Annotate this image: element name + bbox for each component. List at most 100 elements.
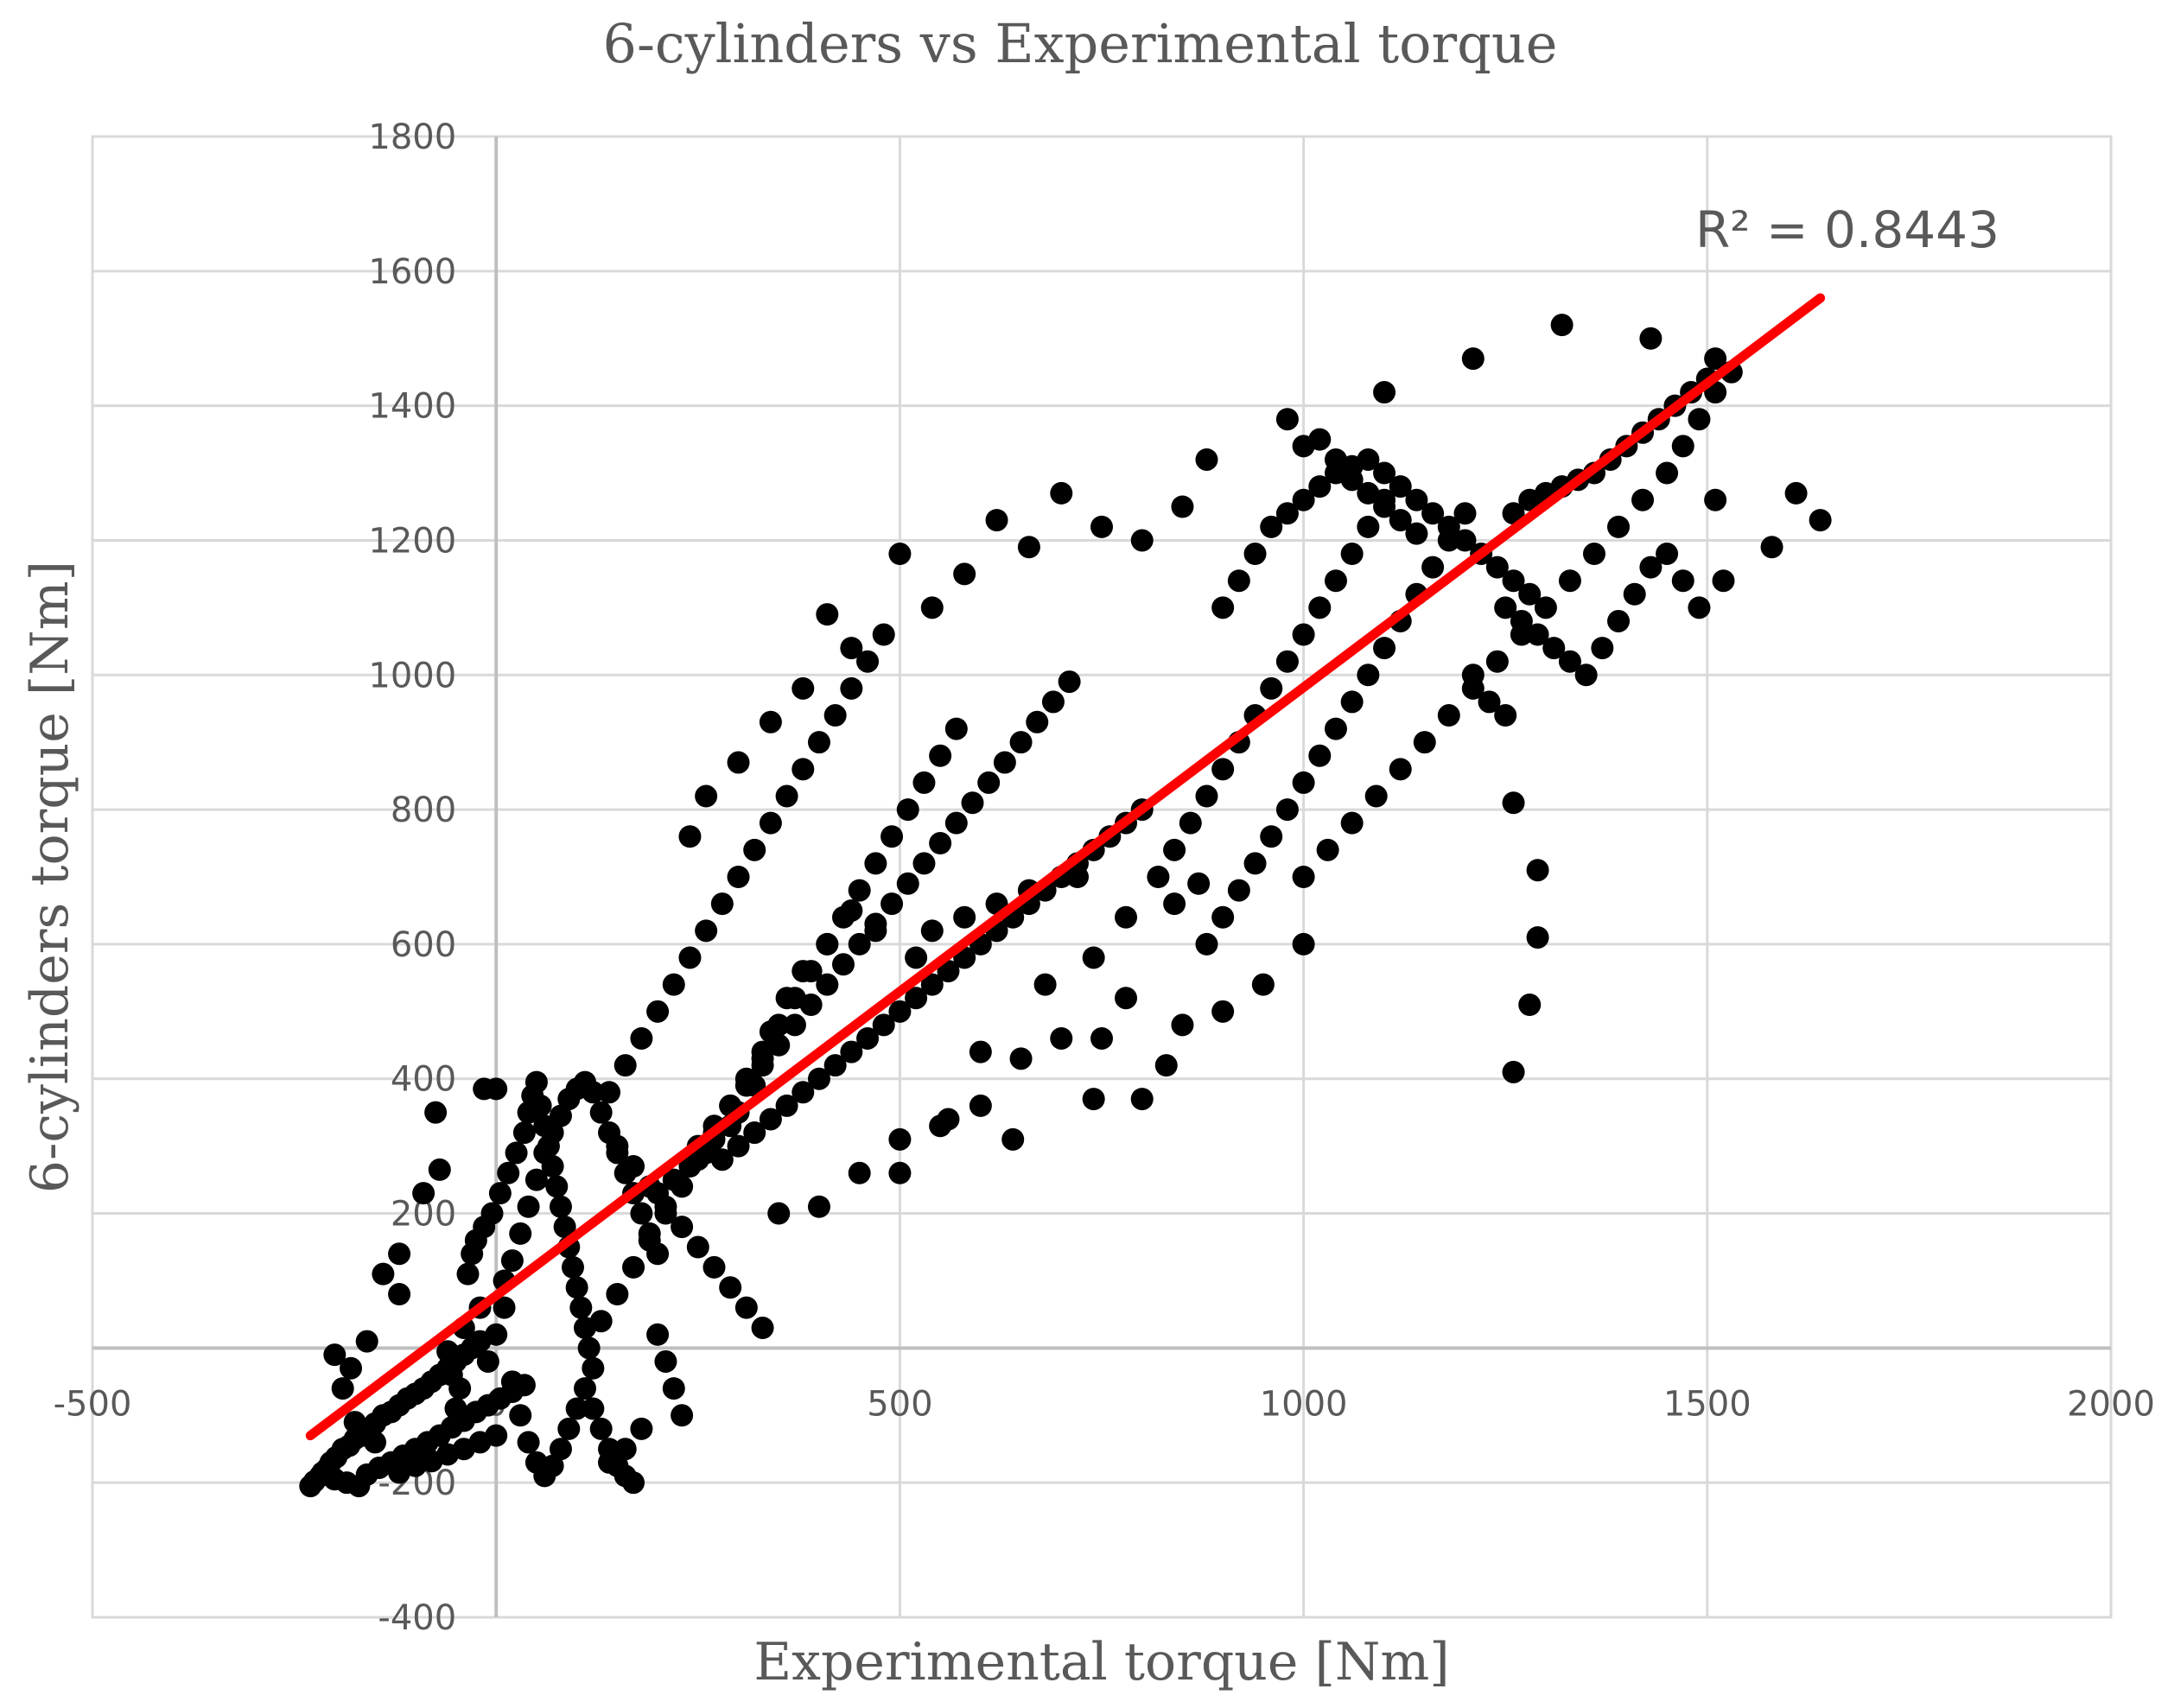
data-point-412 — [1065, 866, 1089, 888]
data-point-128 — [573, 1377, 596, 1400]
data-point-403 — [1082, 1088, 1105, 1111]
data-point-81 — [525, 1070, 548, 1094]
data-point-75 — [488, 1182, 512, 1205]
data-point-292 — [1453, 529, 1477, 552]
data-point-432 — [646, 1182, 670, 1205]
data-point-88 — [553, 1216, 576, 1239]
data-point-350 — [1582, 543, 1605, 566]
data-point-331 — [1357, 664, 1380, 687]
data-point-353 — [1656, 461, 1679, 485]
data-point-206 — [896, 872, 919, 895]
data-point-408 — [1082, 946, 1105, 969]
data-point-173 — [840, 676, 863, 700]
data-point-375 — [1542, 637, 1566, 660]
data-point-422 — [775, 987, 798, 1010]
data-point-127 — [565, 1397, 588, 1420]
data-point-124 — [541, 1454, 564, 1477]
data-point-166 — [727, 866, 750, 888]
trendline — [305, 293, 1826, 1441]
data-point-69 — [343, 1411, 366, 1434]
y-axis-title: 6-cylinders torque [Nm] — [20, 561, 80, 1193]
data-point-282 — [1292, 488, 1315, 511]
data-point-152 — [864, 852, 887, 875]
data-point-346 — [1485, 650, 1509, 673]
data-point-162 — [662, 973, 685, 996]
data-point-55 — [388, 1242, 411, 1266]
data-point-100 — [525, 1168, 548, 1191]
data-point-212 — [993, 751, 1016, 774]
data-point-349 — [1558, 569, 1581, 593]
data-point-77 — [505, 1141, 528, 1165]
data-point-387 — [1494, 704, 1517, 727]
data-point-56 — [412, 1182, 436, 1205]
data-point-250 — [840, 637, 863, 660]
data-point-251 — [888, 543, 912, 566]
data-point-184 — [734, 1296, 758, 1319]
data-point-315 — [1292, 623, 1315, 646]
y-tick-label-0: -400 — [378, 1598, 456, 1638]
data-point-290 — [1421, 502, 1445, 525]
data-point-183 — [719, 1276, 742, 1299]
data-point-244 — [678, 825, 702, 848]
data-point-76 — [497, 1161, 520, 1184]
data-point-275 — [1115, 987, 1138, 1010]
x-tick-label-3: 1000 — [1260, 1384, 1348, 1424]
data-point-171 — [807, 731, 830, 754]
data-point-216 — [1058, 670, 1081, 694]
data-point-126 — [557, 1417, 581, 1440]
data-point-300 — [1324, 448, 1347, 471]
data-point-344 — [1437, 704, 1460, 727]
data-point-372 — [1494, 596, 1517, 619]
data-point-117 — [485, 1323, 508, 1346]
data-point-49 — [485, 1424, 508, 1447]
data-point-54 — [388, 1283, 411, 1306]
data-point-202 — [831, 953, 855, 976]
data-point-389 — [1461, 347, 1485, 371]
data-point-97 — [500, 1249, 524, 1273]
data-point-266 — [969, 1094, 992, 1117]
data-point-317 — [1324, 569, 1347, 593]
data-point-167 — [743, 838, 766, 861]
data-point-99 — [517, 1195, 540, 1218]
data-point-306 — [1147, 866, 1170, 888]
data-point-218 — [727, 1134, 750, 1158]
data-point-67 — [485, 1077, 508, 1101]
data-point-287 — [1373, 461, 1396, 485]
data-point-323 — [1227, 879, 1250, 902]
data-point-341 — [1364, 784, 1388, 808]
data-point-78 — [512, 1121, 536, 1145]
data-point-61 — [444, 1397, 467, 1420]
data-point-246 — [727, 751, 750, 774]
data-point-220 — [759, 1108, 782, 1131]
data-point-248 — [792, 676, 815, 700]
data-point-280 — [1260, 515, 1283, 538]
data-point-274 — [1292, 932, 1315, 956]
data-point-225 — [840, 1040, 863, 1064]
x-tick-label-5: 2000 — [2067, 1384, 2155, 1424]
data-point-424 — [751, 1047, 774, 1070]
data-point-269 — [1090, 1026, 1113, 1050]
data-point-332 — [1373, 637, 1396, 660]
data-point-159 — [614, 1054, 637, 1077]
data-point-261 — [767, 1202, 791, 1225]
data-point-286 — [1357, 448, 1380, 471]
data-point-430 — [678, 1155, 702, 1178]
data-point-62 — [448, 1377, 472, 1400]
data-point-258 — [1130, 529, 1154, 552]
data-point-391 — [1639, 327, 1663, 350]
data-point-208 — [929, 832, 952, 855]
data-point-379 — [1607, 609, 1631, 632]
data-point-165 — [710, 892, 734, 916]
data-point-120 — [509, 1404, 532, 1427]
data-point-158 — [598, 1081, 621, 1104]
data-point-267 — [1009, 1047, 1033, 1070]
data-point-383 — [1671, 569, 1694, 593]
data-point-257 — [1090, 515, 1113, 538]
data-point-327 — [1292, 771, 1315, 794]
data-point-71 — [456, 1262, 480, 1286]
data-point-270 — [1130, 1088, 1154, 1111]
data-point-52 — [355, 1330, 378, 1353]
data-point-163 — [678, 946, 702, 969]
data-point-374 — [1526, 623, 1549, 646]
data-point-400 — [1518, 994, 1542, 1017]
